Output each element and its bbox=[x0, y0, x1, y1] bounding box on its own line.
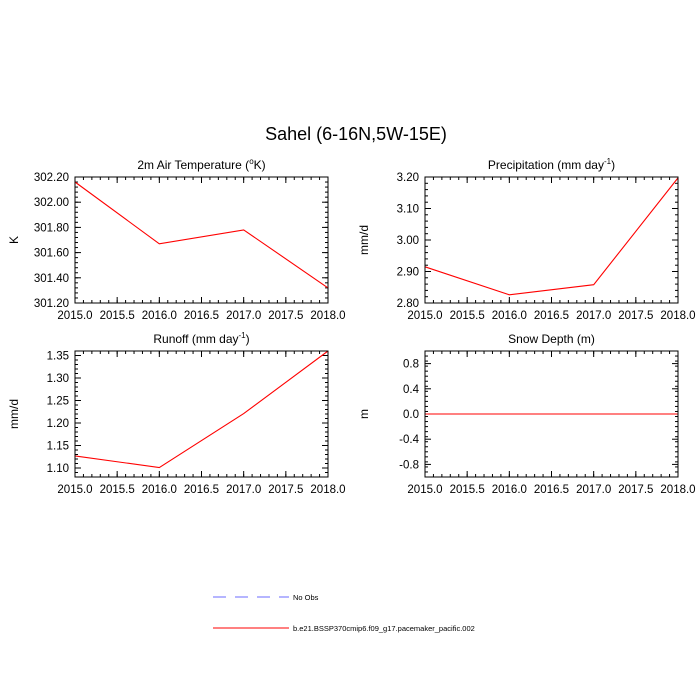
x-tick-label: 2018.0 bbox=[310, 310, 345, 322]
x-tick-label: 2016.0 bbox=[492, 484, 527, 496]
x-tick-label: 2016.5 bbox=[534, 310, 569, 322]
x-tick-label: 2018.0 bbox=[660, 310, 695, 322]
legend-entry: b.e21.BSSP370cmip6.f09_g17.pacemaker_pac… bbox=[213, 624, 475, 633]
x-tick-label: 2016.0 bbox=[142, 310, 177, 322]
x-tick-label: 2015.0 bbox=[407, 310, 442, 322]
y-tick-label: 301.20 bbox=[34, 298, 69, 310]
legend-entry: No Obs bbox=[213, 593, 319, 602]
legend-label: b.e21.BSSP370cmip6.f09_g17.pacemaker_pac… bbox=[293, 624, 475, 633]
panel-title: Precipitation (mm day-1) bbox=[488, 157, 615, 172]
y-tick-label: 2.90 bbox=[397, 267, 419, 279]
x-tick-label: 2017.5 bbox=[618, 484, 653, 496]
panel-title-superscript: o bbox=[249, 157, 254, 166]
legend: No Obs b.e21.BSSP370cmip6.f09_g17.pacemak… bbox=[213, 593, 475, 633]
x-tick-label: 2015.5 bbox=[100, 310, 135, 322]
x-tick-label: 2018.0 bbox=[310, 484, 345, 496]
panel-title-suffix: K) bbox=[254, 158, 266, 172]
chart-panel-1: 2m Air Temperature (oK) K 2015.0 2015.5 2016… bbox=[7, 157, 346, 322]
y-tick-label: 0.0 bbox=[403, 409, 419, 421]
legend-label: No Obs bbox=[293, 593, 319, 602]
y-tick-label: 3.20 bbox=[397, 172, 419, 184]
y-tick-label: 3.10 bbox=[397, 204, 419, 216]
panel-title-suffix: ) bbox=[611, 158, 615, 172]
chart-panel-4: Snow Depth (m) m 2015.0 2015.5 2016.0 2016.5 2… bbox=[357, 332, 696, 496]
chart-panel-2: Precipitation (mm day-1) mm/d 2015.0 2015.5… bbox=[357, 157, 696, 322]
y-tick-label: 1.25 bbox=[47, 396, 69, 408]
x-tick-label: 2016.5 bbox=[534, 484, 569, 496]
y-axis-label: mm/d bbox=[357, 225, 371, 255]
x-tick-label: 2017.5 bbox=[268, 310, 303, 322]
panel-title-text: Snow Depth (m) bbox=[508, 332, 595, 346]
x-tick-label: 2017.0 bbox=[576, 484, 611, 496]
y-tick-label: 1.15 bbox=[47, 441, 69, 453]
x-tick-label: 2016.5 bbox=[184, 484, 219, 496]
x-tick-label: 2017.0 bbox=[226, 310, 261, 322]
panel-title-text: 2m Air Temperature ( bbox=[137, 158, 249, 172]
x-tick-label: 2017.5 bbox=[268, 484, 303, 496]
chart-panel-3: Runoff (mm day-1) mm/d 2015.0 2015.5 2016.0 2… bbox=[7, 331, 346, 496]
x-tick-label: 2016.0 bbox=[142, 484, 177, 496]
y-tick-label: 301.80 bbox=[34, 222, 69, 234]
y-tick-label: -0.4 bbox=[399, 434, 419, 446]
figure-title: Sahel (6-16N,5W-15E) bbox=[265, 124, 447, 144]
series-line bbox=[424, 177, 679, 296]
y-tick-label: 0.8 bbox=[403, 359, 419, 371]
chart-panels: 2m Air Temperature (oK) K 2015.0 2015.5 2016… bbox=[7, 157, 696, 496]
y-tick-label: 1.35 bbox=[47, 351, 69, 363]
panel-title: Runoff (mm day-1) bbox=[153, 331, 249, 346]
plot-frame bbox=[74, 350, 329, 478]
x-tick-label: 2017.0 bbox=[226, 484, 261, 496]
x-tick-label: 2015.0 bbox=[57, 310, 92, 322]
x-tick-label: 2015.5 bbox=[450, 310, 485, 322]
panel-title-suffix: ) bbox=[246, 332, 250, 346]
x-tick-label: 2015.5 bbox=[100, 484, 135, 496]
x-tick-label: 2015.0 bbox=[407, 484, 442, 496]
plot-frame bbox=[74, 176, 329, 304]
y-tick-label: 1.20 bbox=[47, 418, 69, 430]
y-tick-label: 1.10 bbox=[47, 463, 69, 475]
x-tick-label: 2017.5 bbox=[618, 310, 653, 322]
y-tick-label: 302.20 bbox=[34, 172, 69, 184]
y-tick-label: 301.60 bbox=[34, 248, 69, 260]
series-line bbox=[74, 350, 329, 469]
y-axis-label: m bbox=[357, 409, 371, 419]
x-tick-label: 2016.5 bbox=[184, 310, 219, 322]
plot-frame bbox=[424, 176, 679, 304]
plot-frame bbox=[424, 350, 679, 478]
y-tick-label: 2.80 bbox=[397, 298, 419, 310]
panel-title-text: Runoff (mm day bbox=[153, 332, 238, 346]
y-tick-label: 0.4 bbox=[403, 384, 420, 396]
x-tick-label: 2017.0 bbox=[576, 310, 611, 322]
x-tick-label: 2018.0 bbox=[660, 484, 695, 496]
y-tick-label: 301.40 bbox=[34, 273, 69, 285]
panel-title-superscript: -1 bbox=[604, 157, 612, 166]
y-tick-label: -0.8 bbox=[399, 459, 419, 471]
panel-title: Snow Depth (m) bbox=[508, 332, 595, 346]
series-line bbox=[74, 181, 329, 289]
panel-title-superscript: -1 bbox=[239, 331, 247, 340]
y-tick-label: 3.00 bbox=[397, 235, 419, 247]
y-axis-label: K bbox=[7, 236, 21, 244]
panel-title-text: Precipitation (mm day bbox=[488, 158, 604, 172]
y-tick-label: 302.00 bbox=[34, 197, 69, 209]
y-tick-label: 1.30 bbox=[47, 373, 69, 385]
x-tick-label: 2015.5 bbox=[450, 484, 485, 496]
panel-title: 2m Air Temperature (oK) bbox=[137, 157, 265, 172]
x-tick-label: 2015.0 bbox=[57, 484, 92, 496]
y-axis-label: mm/d bbox=[7, 399, 21, 429]
x-tick-label: 2016.0 bbox=[492, 310, 527, 322]
